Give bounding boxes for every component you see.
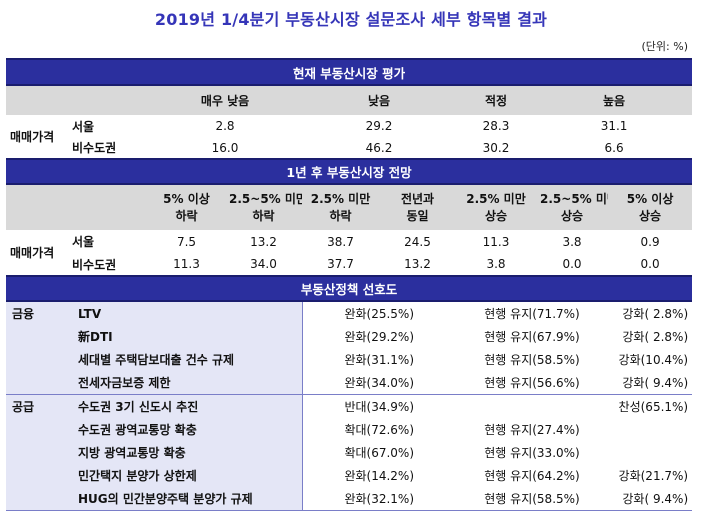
cell: 3.8 (486, 257, 506, 271)
table-row: 매매가격 서울 7.5 13.2 38.7 24.5 11.3 3.8 0.9 (6, 230, 692, 261)
policy-item: 전세자금보증 제한 (68, 371, 302, 395)
cell: 6.6 (604, 140, 624, 155)
table-row: 금융 LTV 완화(25.5%) 현행 유지(71.7%) 강화( 2.8%) (6, 300, 693, 325)
row-category: 매매가격 (10, 246, 55, 260)
cell: 29.2 (365, 119, 393, 133)
col-header: 2.5% 미만 상승 (456, 184, 536, 230)
cell: 13.2 (404, 257, 431, 271)
cell: 완화(14.2%) (301, 464, 456, 487)
col-header: 5% 이상 하락 (148, 184, 225, 230)
results-table: 현재 부동산시장 평가 매우 낮음 낮음 적정 높음 매매가격 서울 2.8 2… (6, 58, 693, 511)
section-heading-policy: 부동산정책 선호도 (6, 275, 693, 302)
table-row: 세대별 주택담보대출 건수 규제 완화(31.1%) 현행 유지(58.5%) … (6, 348, 692, 371)
cell: 완화(31.1%) (301, 348, 456, 371)
cell: 24.5 (404, 234, 431, 249)
row-label: 비수도권 (72, 141, 117, 155)
cell: 0.9 (640, 234, 660, 249)
cell: 30.2 (482, 140, 510, 155)
policy-item: 민간택지 분양가 상한제 (68, 464, 302, 487)
table-row: 지방 광역교통망 확충 확대(67.0%) 현행 유지(33.0%) (6, 441, 692, 464)
unit-label: (단위: %) (641, 40, 688, 53)
row-label: 서울 (72, 235, 95, 249)
cell: 현행 유지(27.4%) (484, 423, 580, 437)
table-row: 비수도권 11.3 34.0 37.7 13.2 3.8 0.0 0.0 (6, 253, 692, 276)
cell: 강화( 2.8%) (622, 330, 689, 344)
cell: 13.2 (250, 234, 277, 249)
policy-item: 지방 광역교통망 확충 (68, 441, 302, 464)
cell: 강화( 9.4%) (608, 487, 693, 511)
cell: 7.5 (176, 234, 197, 249)
col-header: 2.5~5% 미만 하락 (225, 184, 302, 230)
cell: 강화(21.7%) (618, 469, 689, 483)
cell: 현행 유지(56.6%) (484, 376, 580, 390)
cell: 확대(72.6%) (301, 418, 456, 441)
cell: 0.0 (562, 257, 582, 271)
policy-item: HUG의 민간분양주택 분양가 규제 (68, 487, 302, 511)
table-row: 新DTI 완화(29.2%) 현행 유지(67.9%) 강화( 2.8%) (6, 325, 692, 348)
cell: 강화( 9.4%) (622, 376, 689, 390)
cell: 16.0 (211, 140, 239, 155)
table-row: 매매가격 서울 2.8 29.2 28.3 31.1 (6, 115, 692, 144)
cell: 찬성(65.1%) (608, 394, 693, 418)
section-heading-outlook: 1년 후 부동산시장 전망 (6, 158, 693, 185)
col-header: 매우 낮음 (148, 85, 302, 115)
policy-item: 수도권 3기 신도시 추진 (68, 394, 302, 418)
table-row: 수도권 광역교통망 확충 확대(72.6%) 현행 유지(27.4%) (6, 418, 692, 441)
row-category: 매매가격 (10, 130, 55, 144)
cell (608, 418, 692, 441)
col-header: 낮음 (302, 85, 456, 115)
cell: 현행 유지(67.9%) (484, 330, 580, 344)
cell: 확대(67.0%) (301, 441, 456, 464)
cell: 완화(32.1%) (301, 487, 456, 511)
row-label: 비수도권 (72, 257, 117, 272)
cell: 3.8 (562, 234, 582, 249)
cell: 0.0 (640, 257, 660, 271)
cell: 38.7 (327, 234, 354, 249)
table-row: HUG의 민간분양주택 분양가 규제 완화(32.1%) 현행 유지(58.5%… (6, 487, 693, 511)
cell: 31.1 (600, 119, 628, 133)
policy-item: 新DTI (68, 325, 302, 348)
cell: 37.7 (327, 257, 354, 271)
cell: 완화(25.5%) (301, 300, 456, 325)
cell: 반대(34.9%) (301, 394, 456, 418)
cell (456, 394, 608, 418)
col-header: 5% 이상 상승 (608, 184, 693, 230)
cell: 현행 유지(33.0%) (484, 446, 580, 460)
policy-item: 세대별 주택담보대출 건수 규제 (68, 348, 302, 371)
cell: 2.8 (215, 119, 235, 133)
cell: 강화( 2.8%) (608, 300, 693, 325)
cell: 현행 유지(64.2%) (484, 469, 580, 483)
cell: 현행 유지(58.5%) (456, 487, 608, 511)
cell: 현행 유지(58.5%) (484, 353, 580, 367)
cell: 46.2 (365, 140, 393, 155)
group-label: 공급 (6, 394, 68, 418)
table-row: 비수도권 16.0 46.2 30.2 6.6 (6, 137, 692, 159)
cell: 완화(34.0%) (301, 371, 456, 395)
cell: 28.3 (482, 119, 510, 133)
cell: 11.3 (482, 234, 510, 249)
col-header: 전년과 동일 (379, 184, 456, 230)
section-heading-current: 현재 부동산시장 평가 (6, 58, 693, 86)
cell: 완화(29.2%) (301, 325, 456, 348)
col-header: 높음 (536, 85, 693, 115)
policy-item: LTV (68, 300, 302, 325)
cell (608, 441, 692, 464)
table-row: 민간택지 분양가 상한제 완화(14.2%) 현행 유지(64.2%) 강화(2… (6, 464, 692, 487)
table-row: 전세자금보증 제한 완화(34.0%) 현행 유지(56.6%) 강화( 9.4… (6, 371, 692, 395)
col-header: 2.5% 미만 하락 (302, 184, 379, 230)
table-row: 공급 수도권 3기 신도시 추진 반대(34.9%) 찬성(65.1%) (6, 394, 693, 418)
page-title: 2019년 1/4분기 부동산시장 설문조사 세부 항목별 결과 (154, 10, 548, 29)
cell: 11.3 (173, 257, 200, 271)
cell: 34.0 (250, 257, 277, 271)
cell: 현행 유지(71.7%) (456, 300, 608, 325)
cell: 강화(10.4%) (618, 353, 689, 367)
group-label: 금융 (6, 300, 68, 325)
row-label: 서울 (72, 119, 95, 134)
policy-item: 수도권 광역교통망 확충 (68, 418, 302, 441)
col-header: 적정 (456, 85, 536, 115)
